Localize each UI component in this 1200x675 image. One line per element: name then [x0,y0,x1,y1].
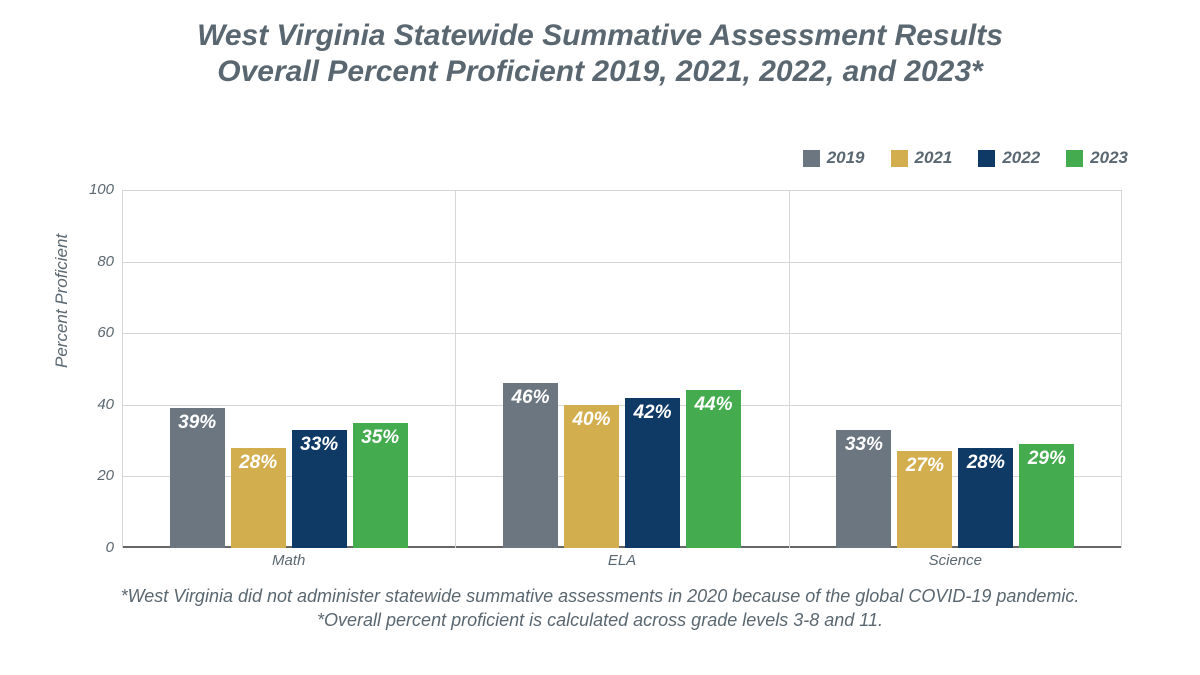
bar-value-label: 39% [166,412,229,434]
y-tick: 80 [74,253,114,270]
legend: 2019 2021 2022 2023 [803,148,1128,168]
y-tick: 40 [74,396,114,413]
panel-divider [122,190,123,548]
panel-divider [789,190,790,548]
gridline [122,190,1122,191]
y-tick: 100 [74,181,114,198]
legend-item-2023: 2023 [1066,148,1128,168]
legend-swatch-2023 [1066,150,1083,167]
y-tick: 0 [74,539,114,556]
legend-swatch-2021 [891,150,908,167]
category-label-math: Math [122,552,455,569]
title-line-2: Overall Percent Proficient 2019, 2021, 2… [0,54,1200,90]
panel-divider [1121,190,1122,548]
chart-title: West Virginia Statewide Summative Assess… [0,0,1200,90]
title-line-1: West Virginia Statewide Summative Assess… [0,18,1200,54]
bar-value-label: 29% [1015,448,1078,470]
bar-value-label: 40% [560,409,623,431]
page-root: West Virginia Statewide Summative Assess… [0,0,1200,675]
legend-swatch-2019 [803,150,820,167]
bar-value-label: 28% [227,452,290,474]
footnotes: *West Virginia did not administer statew… [0,584,1200,633]
bar-value-label: 46% [499,387,562,409]
y-tick: 20 [74,467,114,484]
category-label-ela: ELA [455,552,788,569]
legend-item-2022: 2022 [978,148,1040,168]
bar-value-label: 33% [832,434,895,456]
footnote-line-2: *Overall percent proficient is calculate… [0,608,1200,632]
category-label-science: Science [789,552,1122,569]
bar-value-label: 27% [893,455,956,477]
legend-item-2019: 2019 [803,148,865,168]
legend-swatch-2022 [978,150,995,167]
chart-plot-area: 02040608010039%28%33%35%Math46%40%42%44%… [122,190,1122,548]
y-tick: 60 [74,324,114,341]
footnote-line-1: *West Virginia did not administer statew… [0,584,1200,608]
bar-value-label: 33% [288,434,351,456]
legend-label-2022: 2022 [1002,148,1040,168]
bar-value-label: 42% [621,402,684,424]
legend-label-2021: 2021 [915,148,953,168]
gridline [122,262,1122,263]
bar-value-label: 28% [954,452,1017,474]
panel-divider [455,190,456,548]
legend-label-2019: 2019 [827,148,865,168]
legend-label-2023: 2023 [1090,148,1128,168]
bar-value-label: 35% [349,427,412,449]
gridline [122,333,1122,334]
bar-value-label: 44% [682,394,745,416]
legend-item-2021: 2021 [891,148,953,168]
y-axis-label: Percent Proficient [52,234,72,368]
